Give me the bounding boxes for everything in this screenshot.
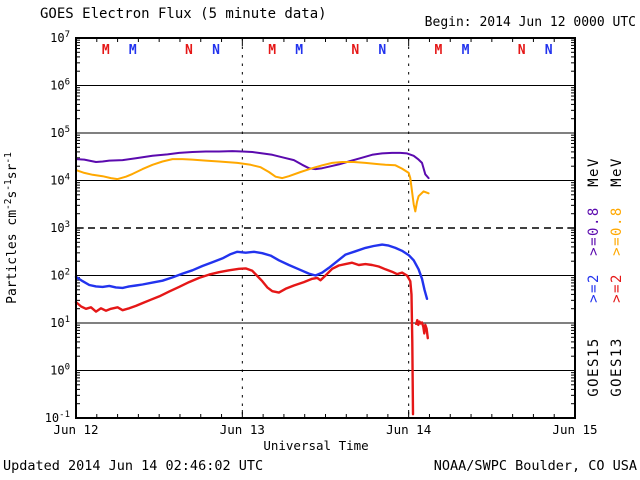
series-goes15-0.8-mev: [75, 150, 430, 180]
marker-n: N: [378, 43, 386, 58]
legend-item: GOES13: [609, 337, 625, 397]
y-axis-title: Particles cm-2s-1sr-1: [3, 152, 20, 304]
y-tick-label: 10-1: [45, 410, 70, 425]
y-tick-label: 107: [50, 30, 70, 45]
series-goes13-0.8-mev: [75, 158, 430, 213]
begin-timestamp: Begin: 2014 Jun 12 0000 UTC: [424, 15, 636, 30]
legend-item: >=0.8: [586, 206, 602, 256]
marker-m: M: [435, 43, 443, 58]
svg-text:Universal Time: Universal Time: [263, 438, 368, 453]
y-tick-label: 102: [50, 268, 70, 283]
y-tick-label: 100: [50, 363, 70, 378]
x-tick-labels: Jun 12 Jun 13 Jun 14 Jun 15: [53, 422, 597, 437]
marker-m: M: [129, 43, 137, 58]
updated-timestamp: Updated 2014 Jun 14 02:46:02 UTC: [3, 458, 264, 474]
legend-item: >=0.8: [609, 206, 625, 256]
marker-m: M: [268, 43, 276, 58]
marker-n: N: [545, 43, 553, 58]
legend-item: GOES15: [586, 337, 602, 397]
x-tick-label: Jun 12: [53, 422, 98, 437]
x-tick-label: Jun 13: [220, 422, 265, 437]
legend-item: >=2: [586, 273, 602, 303]
chart-title: GOES Electron Flux (5 minute data): [40, 6, 327, 22]
x-tick-label: Jun 14: [386, 422, 431, 437]
y-tick-label: 103: [50, 220, 70, 235]
series-goes15-2-mev: [74, 243, 429, 300]
series-goes13-2-mev: [74, 261, 429, 416]
marker-n: N: [185, 43, 193, 58]
marker-n: N: [518, 43, 526, 58]
credit-label: NOAA/SWPC Boulder, CO USA: [433, 458, 637, 474]
right-legend: GOES15 >=2 >=0.8 MeV GOES13 >=2 >=0.8 MeV: [586, 157, 625, 397]
svg-text:Particles cm-2s-1sr-1: Particles cm-2s-1sr-1: [3, 152, 20, 304]
marker-n: N: [351, 43, 359, 58]
marker-m: M: [295, 43, 303, 58]
y-gridlines: [76, 85, 575, 371]
marker-n: N: [212, 43, 220, 58]
legend-item: MeV: [609, 157, 625, 187]
y-tick-label: 101: [50, 315, 70, 330]
legend-item: MeV: [586, 157, 602, 187]
legend-item: >=2: [609, 273, 625, 303]
y-tick-label: 105: [50, 125, 70, 140]
marker-m: M: [102, 43, 110, 58]
x-axis-title: Universal Time: [263, 438, 368, 453]
plot-border: [75, 37, 576, 419]
x-tick-label: Jun 15: [552, 422, 597, 437]
marker-m: M: [462, 43, 470, 58]
y-tick-labels: 107 106 105 104 103 102 101 100 10-1: [45, 30, 70, 425]
y-tick-label: 104: [50, 173, 70, 188]
y-tick-label: 106: [50, 78, 70, 93]
day-separator-lines: [241, 38, 410, 418]
